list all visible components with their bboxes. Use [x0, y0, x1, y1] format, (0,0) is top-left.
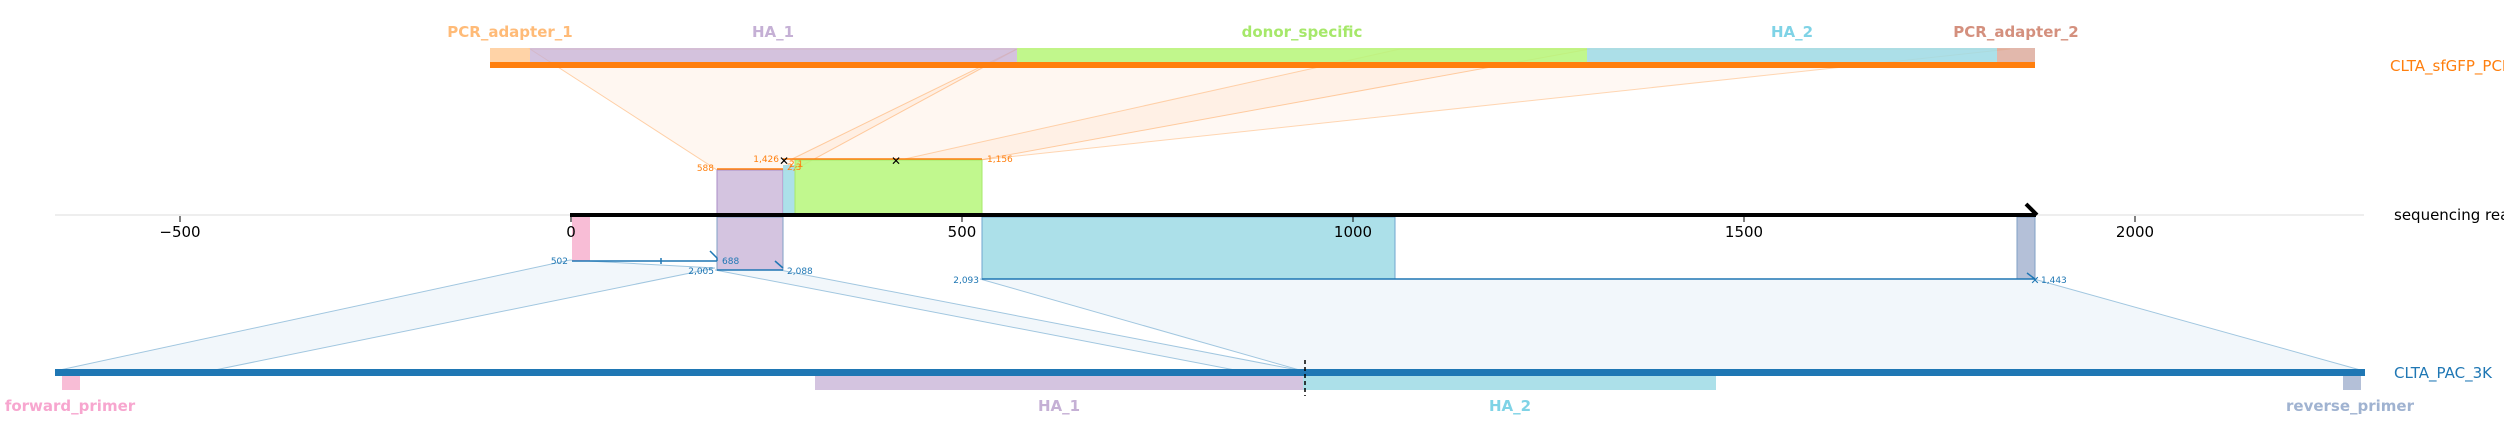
read-block-reverse-primer [2016, 216, 2036, 280]
bottom-track-name: CLTA_PAC_3K [2394, 364, 2493, 383]
top-track: PCR_adapter_1 HA_1 donor_specific HA_2 P… [447, 23, 2504, 76]
bottom-feature-ha-2 [1303, 374, 1716, 390]
read-lower-hook-2 [774, 260, 784, 269]
axis-tick-label: 500 [948, 223, 977, 241]
top-track-line [490, 62, 2035, 68]
coord-label-upper: 588 [697, 164, 714, 174]
read-upper-cross-2: ✕ [891, 154, 901, 168]
bottom-label-reverse-primer: reverse_primer [2286, 397, 2415, 415]
read-block-ha1-lower [716, 216, 784, 271]
read-block-forward-primer [572, 217, 590, 261]
read-lower-hook-1 [709, 250, 718, 261]
coord-label-lower: 502 [551, 257, 568, 267]
top-label-pcr-adapter-1: PCR_adapter_1 [447, 23, 572, 41]
bottom-feature-reverse-primer [2343, 374, 2361, 390]
coord-label-lower: 2,005 [688, 267, 714, 277]
axis-tick-label: 1500 [1725, 223, 1763, 241]
top-label-pcr-adapter-2: PCR_adapter_2 [1953, 23, 2078, 41]
read-arrow-head [2024, 202, 2039, 217]
top-connection-bands [528, 48, 2011, 171]
bottom-feature-forward-primer [62, 374, 80, 390]
coord-label-lower: 2,093 [953, 276, 979, 286]
axis-tick-label: 2000 [2116, 223, 2154, 241]
coord-label-upper: 1,426 [753, 155, 779, 165]
read-lower-hook-3 [2026, 272, 2036, 280]
top-feature-pcr-adapter-2 [1997, 48, 2035, 65]
coord-label-upper: 2,1 [789, 160, 803, 170]
coord-label-lower: 688 [722, 257, 739, 267]
top-feature-pcr-adapter-1 [490, 48, 530, 65]
top-label-ha-2: HA_2 [1771, 23, 1813, 41]
coord-label-upper: 2,3 [787, 163, 801, 173]
read-axis-ticks: −500 0 500 1000 1500 2000 [159, 216, 2154, 241]
coord-label-lower: 1,443 [2041, 276, 2067, 286]
bottom-track-line [55, 369, 2365, 376]
bottom-track: forward_primer HA_1 HA_2 reverse_primer … [5, 360, 2493, 415]
top-feature-ha-2 [1587, 48, 1997, 65]
top-label-donor-specific: donor_specific [1242, 23, 1363, 41]
top-label-ha-1: HA_1 [752, 23, 794, 41]
read-track: ✕ ✕ ✕ −500 0 500 1000 1500 [55, 154, 2504, 287]
read-upper-cross-1: ✕ [779, 154, 789, 168]
axis-tick-label: 1000 [1334, 223, 1372, 241]
read-lower-cross: ✕ [2030, 274, 2039, 287]
axis-tick-label: −500 [159, 223, 200, 241]
bottom-label-forward-primer: forward_primer [5, 397, 136, 415]
bottom-label-ha-2: HA_2 [1489, 397, 1531, 415]
coord-label-upper: 1,156 [987, 155, 1013, 165]
axis-tick-label: 0 [566, 223, 576, 241]
read-track-name: sequencing read [2394, 206, 2504, 224]
top-track-name: CLTA_sfGFP_PCR [2390, 57, 2504, 76]
top-feature-ha-1 [530, 48, 1017, 65]
top-feature-donor-specific [1017, 48, 1587, 65]
bottom-feature-ha-1 [815, 374, 1303, 390]
read-coordinate-labels: 588 1,426 1,156 2,3 2,1 502 688 2,005 2,… [551, 155, 2067, 286]
read-block-ha2-upper [783, 165, 795, 216]
read-block-donor-upper [794, 159, 983, 217]
bottom-band-forward [54, 259, 716, 372]
bottom-label-ha-1: HA_1 [1038, 397, 1080, 415]
read-block-ha1-upper [716, 169, 784, 217]
coord-label-lower: 2,088 [787, 267, 813, 277]
